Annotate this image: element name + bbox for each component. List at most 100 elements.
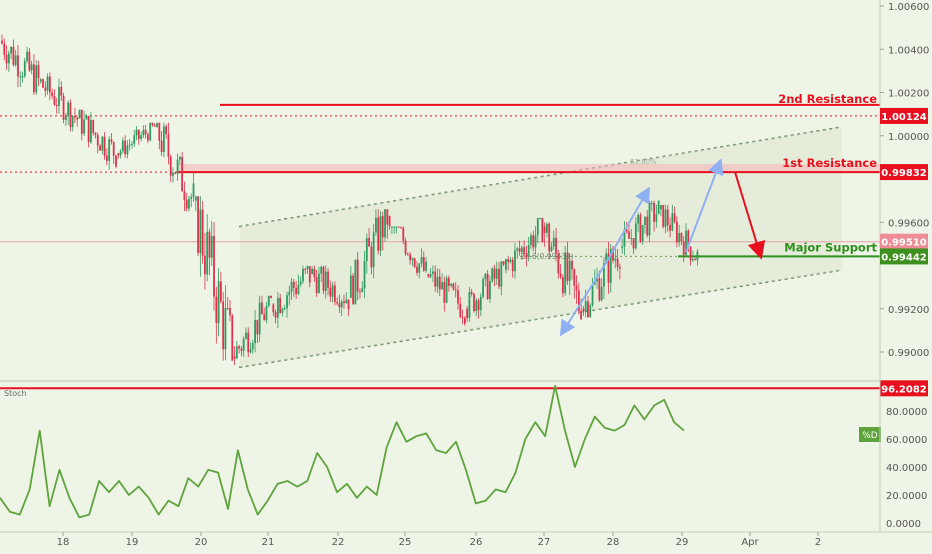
candle-body <box>147 134 149 141</box>
candle-body <box>473 293 475 311</box>
candle-body <box>682 241 685 255</box>
candle-body <box>356 259 359 292</box>
candle-body <box>598 278 601 301</box>
candle-body <box>318 273 320 293</box>
stoch-series-line <box>0 384 685 519</box>
candle-body <box>286 295 288 309</box>
stoch-tick-label: 40.0000 <box>886 463 927 474</box>
candle-body <box>625 229 628 232</box>
candle-body <box>393 226 396 228</box>
price-tag-box <box>880 107 928 124</box>
candle-body <box>429 274 432 277</box>
candle-body <box>548 223 551 252</box>
candle-body <box>413 258 416 267</box>
candle-body <box>447 277 450 286</box>
candle-body <box>532 235 535 248</box>
candle-body <box>543 226 546 233</box>
candle-body <box>416 266 418 273</box>
price-tick-label: 1.00600 <box>888 2 929 13</box>
candle-body <box>247 332 250 353</box>
candle-body <box>165 126 168 135</box>
candle-body <box>304 268 307 270</box>
candle-body <box>169 156 172 176</box>
candle-body <box>322 267 325 291</box>
candle-body <box>5 54 8 64</box>
candle-body <box>140 135 142 139</box>
candle-body <box>502 261 505 265</box>
candle-body <box>466 308 469 318</box>
candle-body <box>279 297 282 313</box>
candle-body <box>338 303 341 308</box>
candle-body <box>507 259 510 263</box>
candle-body <box>634 223 637 249</box>
candle-body <box>121 140 124 152</box>
candle-body <box>386 209 389 225</box>
price-tag-label: 0.99832 <box>881 168 927 179</box>
candle-body <box>340 301 343 308</box>
price-tag-box <box>880 164 928 181</box>
labels-layer: 2nd Resistance 1.00124 1st Resistance 0.998… <box>778 92 928 265</box>
candle-body <box>217 281 220 324</box>
candle-body <box>126 145 129 155</box>
candle-body <box>222 301 225 350</box>
price-tag-box <box>880 233 928 250</box>
candle-body <box>605 253 608 264</box>
candle-body <box>174 172 177 174</box>
candle-body <box>80 109 83 134</box>
candle-body <box>530 235 532 245</box>
candle-body <box>363 261 366 289</box>
fib-label-618: 61.80% <box>630 158 657 166</box>
candle-body <box>10 46 13 54</box>
candle-body <box>400 227 402 229</box>
candle-body <box>60 86 63 96</box>
candle-body <box>3 43 6 55</box>
candle-body <box>94 132 97 136</box>
candle-body <box>664 209 667 227</box>
candle-body <box>224 307 227 350</box>
candle-body <box>375 217 377 233</box>
candle-body <box>477 300 480 311</box>
candle-body <box>404 240 407 254</box>
candle-body <box>425 261 427 271</box>
candle-body <box>345 299 348 304</box>
candle-body <box>655 213 658 222</box>
candle-body <box>87 115 90 143</box>
candle-body <box>539 217 541 219</box>
candle-body <box>258 302 261 335</box>
candle-body <box>242 338 245 351</box>
candle-body <box>238 346 241 349</box>
candle-body <box>33 64 35 93</box>
candle-body <box>206 231 209 275</box>
candle-body <box>327 271 329 288</box>
price-tag-label: 0.99510 <box>881 238 927 249</box>
candle-body <box>128 144 131 146</box>
candle-body <box>397 226 400 228</box>
candle-body <box>226 307 229 309</box>
candle-body <box>349 275 352 298</box>
stoch-title: Stoch <box>4 389 27 398</box>
candle-body <box>361 288 364 292</box>
blue-arrow-up <box>605 186 650 264</box>
candle-body <box>329 287 332 297</box>
candle-body <box>422 256 425 271</box>
candle-body <box>523 247 526 254</box>
candle-body <box>475 300 478 311</box>
candle-body <box>406 253 409 255</box>
resistance-zone <box>178 163 880 173</box>
candle-body <box>368 237 370 247</box>
time-tick-label: 2 <box>815 537 821 548</box>
candle-body <box>19 76 22 78</box>
candle-body <box>254 319 256 344</box>
time-tick-label: 19 <box>126 537 139 548</box>
candle-body <box>28 51 31 71</box>
candle-body <box>204 255 206 275</box>
candle-body <box>324 271 327 291</box>
candle-body <box>261 302 263 315</box>
candle-body <box>479 297 482 311</box>
candle-body <box>352 275 355 305</box>
candle-body <box>603 263 605 287</box>
candle-body <box>23 60 26 77</box>
time-tick-label: 27 <box>538 537 551 548</box>
candle-body <box>662 204 665 227</box>
